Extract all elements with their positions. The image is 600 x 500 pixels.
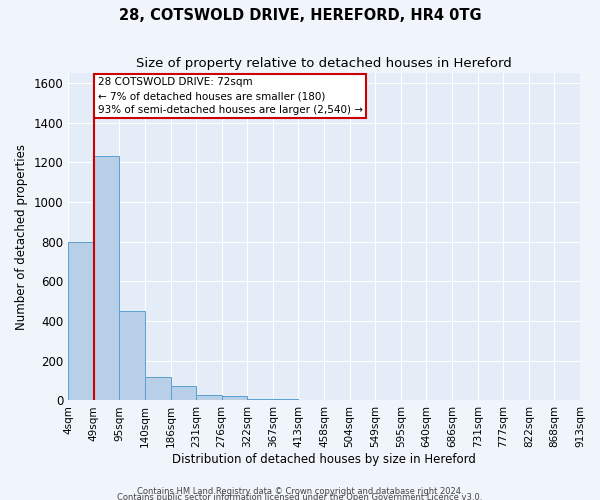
Bar xyxy=(247,399,273,400)
Title: Size of property relative to detached houses in Hereford: Size of property relative to detached ho… xyxy=(136,58,512,70)
Bar xyxy=(119,311,145,400)
Bar xyxy=(196,394,222,400)
Text: Contains public sector information licensed under the Open Government Licence v3: Contains public sector information licen… xyxy=(118,492,482,500)
Text: 28 COTSWOLD DRIVE: 72sqm
← 7% of detached houses are smaller (180)
93% of semi-d: 28 COTSWOLD DRIVE: 72sqm ← 7% of detache… xyxy=(98,77,362,115)
Y-axis label: Number of detached properties: Number of detached properties xyxy=(15,144,28,330)
Text: 28, COTSWOLD DRIVE, HEREFORD, HR4 0TG: 28, COTSWOLD DRIVE, HEREFORD, HR4 0TG xyxy=(119,8,481,22)
Text: Contains HM Land Registry data © Crown copyright and database right 2024.: Contains HM Land Registry data © Crown c… xyxy=(137,486,463,496)
Bar xyxy=(170,386,196,400)
Bar xyxy=(145,376,170,400)
Bar xyxy=(222,396,247,400)
Bar xyxy=(94,156,119,400)
X-axis label: Distribution of detached houses by size in Hereford: Distribution of detached houses by size … xyxy=(172,453,476,466)
Bar xyxy=(68,242,94,400)
